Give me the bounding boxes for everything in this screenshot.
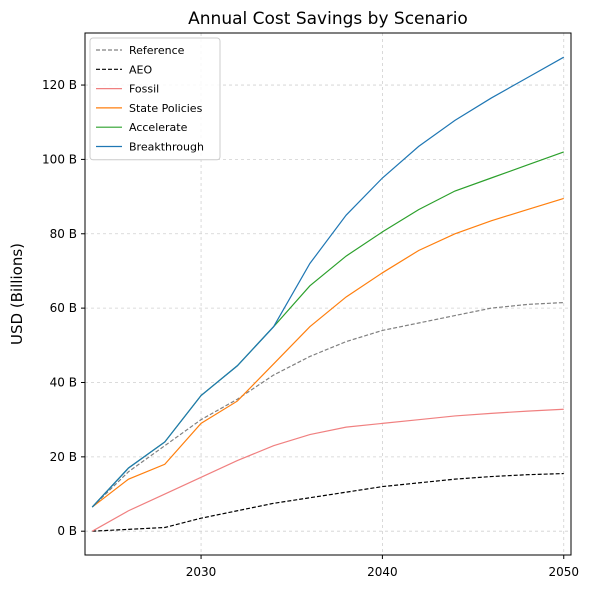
y-tick-label: 40 B — [50, 375, 77, 389]
y-tick-label: 100 B — [42, 152, 77, 166]
chart-title: Annual Cost Savings by Scenario — [188, 9, 468, 29]
series-line-aeo — [92, 472, 564, 532]
legend-label: State Policies — [129, 102, 203, 115]
legend-box — [89, 37, 221, 161]
series-lines — [91, 56, 565, 532]
legend-label: Accelerate — [129, 121, 188, 134]
legend: Reference AEO Fossil State Policies Accelera… — [89, 37, 221, 161]
y-tick-label: 120 B — [42, 78, 77, 92]
axis-ticks: 0 B 20 B 40 B 60 B 80 B 100 B 120 B 2030 2040 205… — [42, 78, 579, 579]
plot-frame — [84, 32, 572, 556]
series-line-fossil — [91, 408, 564, 532]
x-tick-label: 2050 — [548, 565, 579, 579]
series-line-breakthrough — [91, 56, 565, 508]
legend-label: AEO — [129, 63, 152, 76]
y-tick-label: 60 B — [50, 301, 77, 315]
y-axis-title: USD (Billions) — [8, 243, 26, 345]
legend-label: Breakthrough — [129, 141, 204, 154]
series-line-reference — [91, 301, 564, 508]
legend-label: Reference — [129, 44, 185, 57]
x-tick-label: 2040 — [367, 565, 398, 579]
x-tick-label: 2030 — [186, 565, 217, 579]
y-tick-label: 80 B — [50, 227, 77, 241]
legend-label: Fossil — [129, 83, 159, 96]
series-line-state-policies — [91, 197, 564, 508]
series-line-accelerate — [91, 151, 564, 508]
y-tick-label: 0 B — [57, 524, 77, 538]
y-tick-label: 20 B — [50, 450, 77, 464]
